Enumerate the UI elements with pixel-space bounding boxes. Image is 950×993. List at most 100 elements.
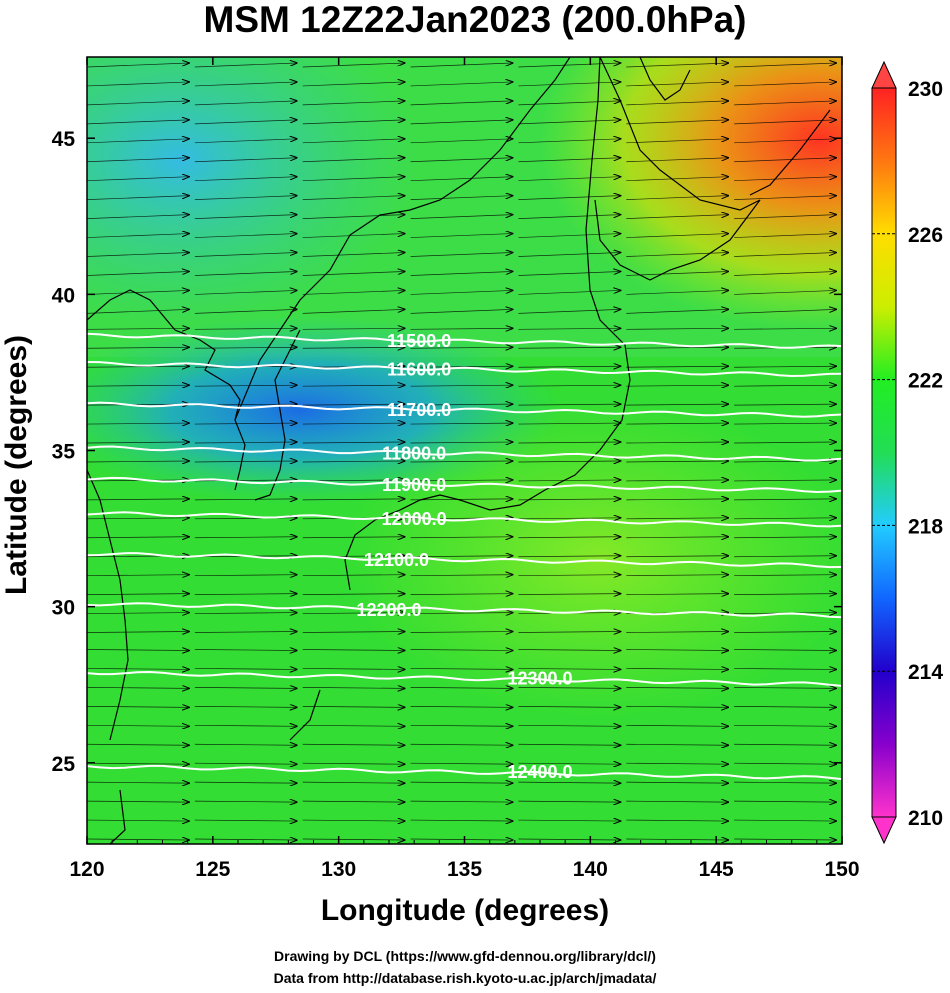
wind-arrow	[194, 253, 297, 257]
wind-arrow	[410, 404, 513, 405]
y-tick-label: 35	[52, 441, 76, 464]
wind-arrow	[302, 253, 405, 257]
wind-arrow	[302, 480, 405, 481]
wind-arrow	[734, 139, 836, 144]
wind-arrow	[302, 309, 405, 314]
wind-arrow	[302, 347, 405, 348]
wind-arrow	[302, 63, 405, 68]
wind-arrow	[518, 215, 620, 219]
wind-arrow	[734, 706, 836, 707]
wind-arrow	[518, 309, 620, 314]
wind-arrow	[734, 63, 836, 68]
wind-arrow	[302, 328, 405, 329]
y-tick-label: 40	[52, 284, 75, 307]
wind-arrow	[410, 139, 513, 144]
wind-arrow	[626, 575, 728, 576]
contour-label: 12000.0	[382, 509, 447, 529]
wind-arrow	[410, 120, 513, 125]
wind-arrow	[302, 782, 405, 783]
wind-arrow	[410, 537, 513, 538]
wind-arrow	[518, 518, 620, 519]
wind-arrow	[410, 556, 513, 557]
wind-arrow	[518, 706, 620, 707]
wind-arrow	[302, 499, 405, 500]
contour-line	[87, 332, 842, 349]
colorbar-tick-label: 226	[908, 224, 943, 247]
wind-arrow	[518, 423, 620, 424]
wind-arrow	[410, 668, 513, 669]
wind-arrow	[194, 782, 297, 783]
wind-arrow	[518, 725, 620, 726]
wind-arrow	[87, 442, 189, 443]
wind-arrow	[518, 120, 620, 125]
wind-arrow	[87, 518, 189, 519]
wind-arrow	[518, 82, 620, 87]
wind-arrow	[626, 632, 728, 633]
contour-line	[87, 764, 842, 781]
wind-arrow	[410, 839, 513, 840]
contour-line	[87, 445, 842, 462]
wind-arrow	[87, 499, 189, 500]
wind-arrow	[410, 499, 513, 500]
wind-arrow	[194, 290, 297, 295]
wind-arrow	[87, 687, 189, 688]
wind-arrow	[410, 309, 513, 314]
wind-arrow	[410, 725, 513, 726]
height-contours: 11500.0 11600.0 11700.0 11800.0 11900.0 12000…	[87, 331, 842, 782]
colorbar-tick-label: 222	[908, 370, 943, 393]
wind-arrow	[518, 404, 620, 405]
wind-arrow	[626, 820, 728, 821]
contour-line	[87, 401, 842, 418]
wind-arrow	[518, 196, 620, 201]
wind-arrow	[194, 347, 297, 348]
wind-arrow	[518, 782, 620, 783]
wind-arrow	[734, 668, 836, 669]
wind-arrow	[302, 101, 405, 106]
wind-arrow	[734, 366, 836, 367]
wind-vector-field	[87, 63, 836, 840]
colorbar-tick-label: 218	[908, 515, 943, 538]
wind-arrow	[302, 271, 405, 276]
chart-title: MSM 12Z22Jan2023 (200.0hPa)	[203, 0, 747, 40]
wind-arrow	[410, 575, 513, 576]
wind-arrow	[410, 271, 513, 276]
contour-label: 11700.0	[387, 400, 451, 420]
wind-arrow	[87, 63, 189, 68]
wind-arrow	[626, 423, 728, 424]
colorbar-tick-label: 214	[908, 661, 943, 684]
wind-arrow	[410, 782, 513, 783]
wind-arrow	[302, 839, 405, 840]
wind-arrow	[734, 480, 836, 481]
wind-arrow	[302, 594, 405, 595]
wind-arrow	[518, 594, 620, 595]
wind-arrow	[194, 499, 297, 500]
wind-arrow	[518, 820, 620, 821]
wind-arrow	[518, 461, 620, 462]
wind-arrow	[194, 801, 297, 802]
wind-arrow	[626, 196, 728, 201]
wind-arrow	[626, 347, 728, 348]
x-tick-label: 140	[573, 858, 608, 881]
wind-arrow	[410, 613, 513, 614]
wind-arrow	[194, 82, 297, 87]
wind-arrow	[410, 461, 513, 462]
wind-arrow	[87, 309, 189, 314]
wind-arrow	[626, 706, 728, 707]
wind-arrow	[194, 120, 297, 125]
wind-arrow	[194, 442, 297, 443]
wind-arrow	[87, 177, 189, 182]
wind-arrow	[87, 575, 189, 576]
wind-arrow	[302, 725, 405, 726]
wind-arrow	[87, 290, 189, 295]
wind-arrow	[626, 177, 728, 182]
wind-arrow	[518, 385, 620, 386]
wind-arrow	[410, 158, 513, 163]
wind-arrow	[734, 839, 836, 840]
x-tick-label: 150	[824, 858, 859, 881]
wind-arrow	[518, 556, 620, 557]
wind-arrow	[734, 537, 836, 538]
wind-arrow	[518, 649, 620, 650]
colorbar-scale	[871, 87, 897, 818]
wind-arrow	[302, 120, 405, 125]
wind-arrow	[410, 63, 513, 68]
